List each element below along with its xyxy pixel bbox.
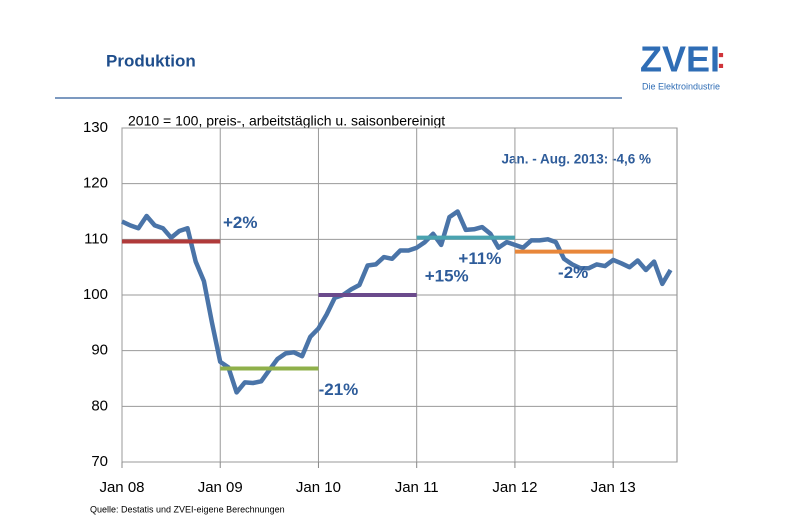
period-label: +11% (458, 249, 501, 268)
logo-mark: : (716, 42, 726, 75)
x-tick-label: Jan 13 (591, 479, 636, 496)
x-tick-label: Jan 12 (492, 479, 537, 496)
logo: ZVEI (640, 39, 720, 80)
title: Produktion (106, 51, 196, 70)
y-tick-label: 120 (83, 175, 108, 192)
y-tick-label: 70 (91, 453, 108, 470)
source: Quelle: Destatis und ZVEI-eigene Berechn… (90, 504, 285, 514)
subtitle: 2010 = 100, preis-, arbeitstäglich u. sa… (128, 113, 445, 129)
period-label: -21% (319, 380, 359, 399)
y-tick-label: 130 (83, 119, 108, 136)
y-tick-label: 80 (91, 397, 108, 414)
x-tick-label: Jan 11 (395, 479, 439, 496)
x-tick-label: Jan 08 (99, 479, 144, 496)
logo-subtitle: Die Elektroindustrie (642, 81, 720, 91)
y-tick-label: 100 (83, 286, 108, 303)
y-tick-label: 110 (84, 230, 108, 247)
data-line (121, 209, 673, 395)
period-label: +15% (425, 266, 469, 285)
y-tick-label: 90 (91, 342, 108, 359)
x-tick-label: Jan 09 (198, 479, 243, 496)
period-label: -2% (558, 263, 588, 282)
period-label: +2% (223, 213, 258, 232)
annotation: Jan. - Aug. 2013: -4,6 % (501, 152, 651, 167)
x-tick-label: Jan 10 (296, 479, 341, 496)
